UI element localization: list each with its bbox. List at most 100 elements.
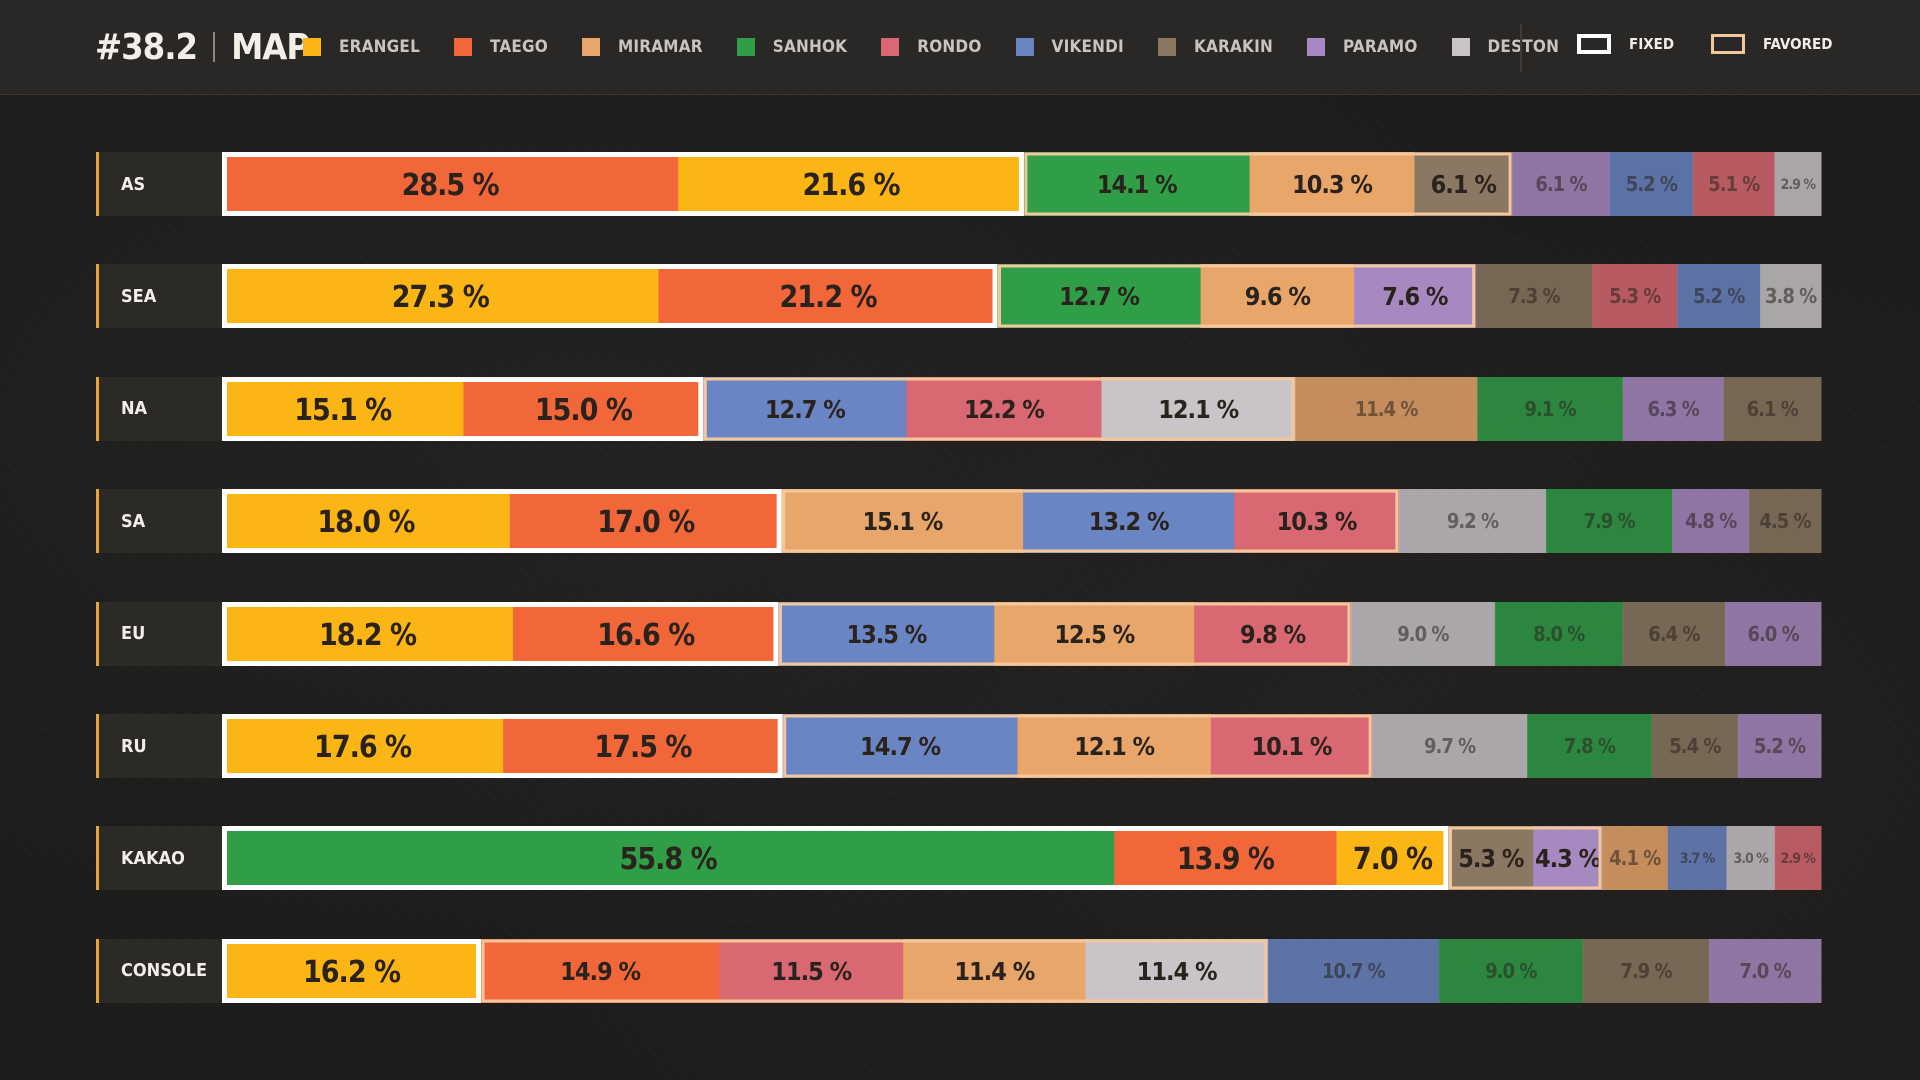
legend-swatch-sanhok	[736, 38, 755, 56]
segment-miramar	[1200, 264, 1355, 329]
bar-ru: 17.6 % 17.5 % 14.7 % 12.1 % 10.1 % 9.7 % 7.8 %…	[222, 714, 1822, 778]
bar-eu: 18.2 % 16.6 % 13.5 % 12.5 % 9.8 % 9.0 % 8.0 % 6…	[222, 601, 1822, 666]
segment-label: 5.3 %	[1458, 844, 1524, 873]
segment-vikendi	[778, 601, 995, 666]
row-eu: EU 18.2 % 16.6 % 13.5 % 12.5 % 9.8 % 9.0 % 8.0 …	[96, 601, 1824, 666]
segment-label: 9.0 %	[1397, 622, 1449, 646]
segment-paramo	[1725, 601, 1822, 666]
segment-label: 2.9 %	[1781, 851, 1817, 867]
legend-label-erangel: ERANGEL	[339, 37, 421, 57]
segment-label: 11.4 %	[1137, 957, 1217, 986]
segment-label: 14.1 %	[1097, 170, 1177, 199]
segment-label: 18.0 %	[317, 505, 415, 540]
legend-swatch-miramar	[581, 38, 600, 56]
segment-rondo	[906, 376, 1102, 441]
segment-label: 13.5 %	[846, 620, 926, 649]
row-ru: RU 17.6 % 17.5 % 14.7 % 12.1 % 10.1 % 9.7 % 7.8…	[96, 714, 1824, 778]
legend-label-paramo: PARAMO	[1343, 37, 1418, 57]
segment-karakin	[1448, 826, 1534, 891]
fixed-key-label: FIXED	[1629, 35, 1675, 53]
row-label: AS	[96, 152, 222, 216]
legend-swatch-deston	[1451, 38, 1470, 56]
segment-label: 10.3 %	[1292, 170, 1372, 199]
segment-label: 9.0 %	[1485, 959, 1537, 983]
segment-label: 28.5 %	[402, 168, 500, 203]
segment-sanhok	[1494, 601, 1624, 666]
segment-label: 3.8 %	[1765, 285, 1817, 309]
legend-item-erangel: ERANGEL	[303, 37, 420, 57]
fixed-key-box	[1577, 34, 1611, 54]
segment-label: 10.7 %	[1322, 959, 1386, 983]
legend-item-deston: DESTON	[1451, 37, 1560, 57]
bar-na: 15.1 % 15.0 % 12.7 % 12.2 % 12.1 % 11.4 % 9.1 …	[222, 376, 1822, 441]
segment-taego	[481, 938, 720, 1003]
row-label: SA	[96, 489, 222, 554]
segment-miramar	[781, 489, 1024, 554]
segment-label: 18.2 %	[319, 617, 417, 652]
segment-rondo	[1774, 826, 1822, 891]
fixed-group-border	[222, 714, 783, 778]
segment-label: 15.1 %	[294, 393, 392, 428]
favored-group-border	[782, 489, 1399, 553]
legend-label-taego: TAEGO	[490, 37, 548, 57]
legend-swatch-rondo	[881, 38, 900, 56]
segment-deston	[1101, 376, 1296, 441]
segment-label: 17.0 %	[597, 505, 695, 540]
segment-deston	[1350, 601, 1496, 666]
segment-paramo	[1533, 826, 1603, 891]
segment-miramar	[994, 601, 1195, 666]
bar-console: 16.2 % 14.9 % 11.5 % 11.4 % 11.4 % 10.7 % 9.0 …	[222, 938, 1822, 1003]
segment-label: 5.3 %	[1609, 285, 1661, 309]
segment-vikendi	[1667, 826, 1728, 891]
segment-erangel	[678, 152, 1025, 216]
segment-karakin	[1749, 489, 1822, 554]
fixed-key: FIXED	[1577, 34, 1674, 54]
segment-label: 17.6 %	[314, 730, 412, 765]
favored-group-border	[778, 602, 1351, 666]
segment-rondo	[1692, 152, 1776, 216]
segment-label: 21.2 %	[780, 280, 878, 315]
segment-label: 3.7 %	[1680, 851, 1716, 867]
segment-paramo	[1737, 714, 1822, 778]
segment-label: 3.0 %	[1733, 851, 1769, 867]
fixed-group-border	[222, 601, 779, 666]
favored-group-border	[783, 714, 1372, 778]
segment-sanhok	[1545, 489, 1673, 554]
segment-sanhok	[1023, 152, 1251, 216]
row-label: CONSOLE	[96, 938, 222, 1003]
favored-group-border	[703, 377, 1295, 441]
segment-karakin	[1723, 376, 1822, 441]
segment-deston	[1372, 714, 1528, 778]
row-na: NA 15.1 % 15.0 % 12.7 % 12.2 % 12.1 % 11.4 % 9.…	[96, 376, 1824, 441]
segment-taego	[222, 152, 679, 216]
segment-label: 5.2 %	[1626, 172, 1678, 196]
legend-item-miramar: MIRAMAR	[581, 37, 703, 57]
bar-sa: 18.0 % 17.0 % 15.1 % 13.2 % 10.3 % 9.2 % 7.9 %…	[222, 489, 1822, 554]
segment-sanhok	[222, 826, 1115, 891]
segment-label: 6.0 %	[1747, 622, 1799, 646]
segment-taego	[1114, 826, 1338, 891]
title-number: #38.2	[95, 26, 198, 68]
fixed-group-border	[222, 826, 1449, 891]
favored-key-label: FAVORED	[1763, 35, 1833, 53]
segment-taego	[509, 489, 783, 554]
favored-key-box	[1711, 34, 1745, 54]
segment-label: 7.8 %	[1564, 734, 1616, 758]
row-label: RU	[96, 714, 222, 778]
fixed-group-border	[222, 376, 704, 441]
segment-label: 12.7 %	[765, 395, 845, 424]
legend-label-sanhok: SANHOK	[772, 37, 848, 57]
segment-paramo	[1672, 489, 1750, 554]
segment-karakin	[1622, 601, 1726, 666]
segment-label: 16.2 %	[303, 955, 401, 990]
segment-rondo	[1592, 264, 1678, 329]
legend-item-rondo: RONDO	[881, 37, 981, 57]
segment-label: 11.5 %	[771, 957, 851, 986]
segment-erangel	[222, 714, 504, 778]
segment-label: 12.7 %	[1059, 282, 1139, 311]
segment-sanhok	[997, 264, 1202, 329]
segment-karakin	[1475, 264, 1593, 329]
legend-item-sanhok: SANHOK	[736, 37, 848, 57]
segment-vikendi	[782, 714, 1019, 778]
legend-swatch-paramo	[1307, 38, 1325, 56]
